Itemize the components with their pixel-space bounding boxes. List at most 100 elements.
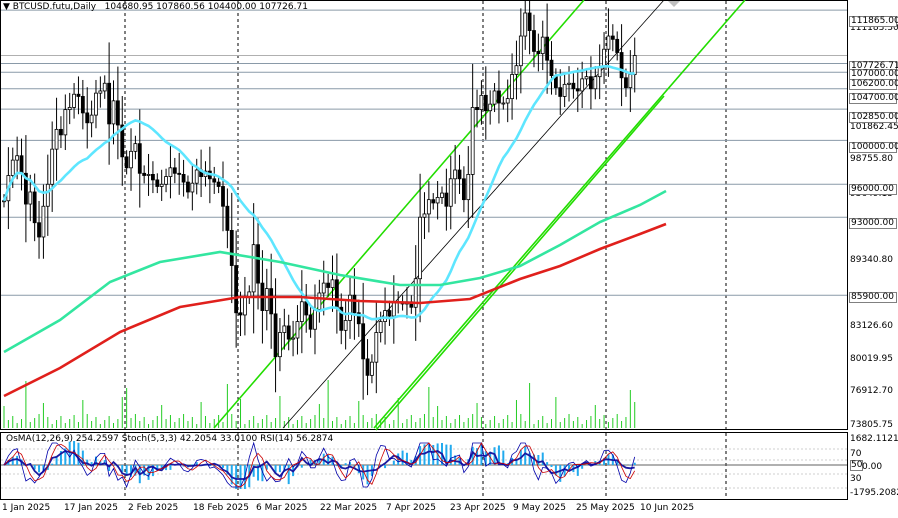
- date-label: 23 Apr 2025: [450, 503, 506, 513]
- date-label: 6 Mar 2025: [256, 503, 308, 513]
- candle-body: [155, 179, 160, 187]
- moving-averages: [2, 65, 667, 398]
- candle-body: [632, 55, 637, 75]
- candle-body: [457, 169, 462, 180]
- candle-body: [76, 93, 81, 97]
- candle-body: [514, 65, 519, 75]
- candle-body: [610, 35, 615, 40]
- candle-body: [387, 310, 392, 317]
- candle-body: [107, 82, 112, 125]
- date-label: 2 Feb 2025: [128, 503, 179, 513]
- price-level-label: 96000.00: [849, 184, 897, 195]
- channel-lower-line: [373, 0, 746, 429]
- candle-body: [356, 312, 361, 325]
- candle-body: [431, 199, 436, 204]
- date-label: 9 May 2025: [513, 503, 566, 513]
- candle-body: [321, 282, 326, 294]
- candle-body: [584, 76, 589, 80]
- candle-body: [94, 92, 98, 116]
- candle-body: [575, 88, 580, 92]
- rsi-line: [3, 450, 635, 480]
- candle-body: [28, 191, 33, 205]
- dropdown-arrow-icon[interactable]: ▼: [3, 2, 10, 12]
- candle-body: [383, 310, 387, 322]
- candle-body: [562, 83, 567, 97]
- ma-fast-line: [2, 65, 635, 321]
- candle-body: [164, 176, 168, 185]
- price-level-label: 100000.00: [849, 142, 898, 153]
- candle-body: [172, 167, 177, 174]
- candle-body: [422, 213, 427, 218]
- candle-body: [606, 35, 611, 50]
- candle-body: [492, 90, 497, 105]
- osc-level-70: 70: [850, 449, 862, 459]
- candle-body: [59, 128, 63, 136]
- candle-body: [466, 174, 471, 201]
- osc-level-zero: 0.00: [862, 462, 883, 472]
- price-tick-label: 111183.30: [850, 23, 898, 33]
- candle-body: [545, 36, 550, 61]
- candle-body: [50, 148, 55, 185]
- candle-body: [378, 321, 383, 333]
- chart-shift-marker-icon[interactable]: [668, 1, 680, 7]
- candle-body: [361, 323, 366, 360]
- candle-body: [549, 59, 554, 76]
- candle-body: [159, 183, 164, 187]
- candle-body: [295, 321, 300, 339]
- candle-body: [229, 230, 234, 266]
- candle-body: [461, 178, 466, 201]
- chart-header: ▼ BTCUSD.futu,Daily 104680.95 107860.56 …: [3, 2, 308, 12]
- candle-body: [374, 332, 379, 363]
- candle-body: [602, 48, 606, 68]
- candle-body: [475, 107, 479, 111]
- candle-body: [593, 76, 598, 90]
- candle-body: [334, 279, 339, 308]
- candle-body: [580, 78, 585, 92]
- date-label: 25 May 2025: [576, 503, 635, 513]
- candle-body: [571, 82, 576, 90]
- candle-body: [532, 30, 536, 52]
- candle-body: [282, 325, 287, 333]
- candle-body: [15, 155, 20, 161]
- price-tick-label: 101862.45: [850, 122, 898, 132]
- date-label: 7 Apr 2025: [386, 503, 436, 513]
- channel-upper-line: [213, 0, 585, 429]
- osc-level-50: 50: [850, 460, 864, 471]
- candle-body: [238, 312, 243, 316]
- candle-body: [124, 156, 129, 169]
- candle-body: [435, 197, 440, 204]
- candle-body: [146, 174, 151, 176]
- candle-body: [317, 292, 322, 310]
- candle-body: [221, 186, 225, 207]
- stoch-signal-line: [3, 442, 636, 488]
- price-level-label: 85900.00: [849, 292, 897, 303]
- date-label: 10 Jun 2025: [640, 503, 695, 513]
- candle-body: [242, 296, 247, 316]
- candle-body: [286, 325, 291, 340]
- candle-body: [536, 51, 541, 55]
- candle-body: [523, 12, 528, 37]
- price-tick-label: 73805.75: [850, 420, 893, 430]
- candle-body: [299, 301, 304, 322]
- candle-body: [479, 94, 484, 111]
- oscillator-frame: [0, 432, 848, 500]
- candle-body: [67, 107, 72, 111]
- oscillator-values: OsMA(12,26,9) 254.2597 Stoch(5,3,3) 42.2…: [6, 434, 334, 444]
- candle-body: [273, 313, 278, 358]
- price-level-label: 106200.00: [849, 79, 898, 90]
- candle-body: [426, 199, 431, 215]
- price-level-label: 104700.00: [849, 93, 898, 104]
- candle-body: [365, 358, 370, 376]
- osc-scale-max: 1682.1121: [850, 434, 898, 444]
- candle-body: [352, 294, 357, 314]
- price-level-label: 102850.00: [849, 112, 898, 123]
- price-tick-label: 83126.60: [850, 321, 893, 331]
- candle-body: [32, 191, 37, 224]
- price-tick-label: 89340.80: [850, 255, 893, 265]
- oscillator-header: OsMA(12,26,9) 254.2597 Stoch(5,3,3) 42.2…: [6, 434, 333, 444]
- candle-body: [470, 107, 475, 175]
- trend-channels[interactable]: [213, 0, 746, 431]
- osc-level-30: 30: [850, 474, 862, 484]
- price-tick-label: 80019.95: [850, 354, 893, 364]
